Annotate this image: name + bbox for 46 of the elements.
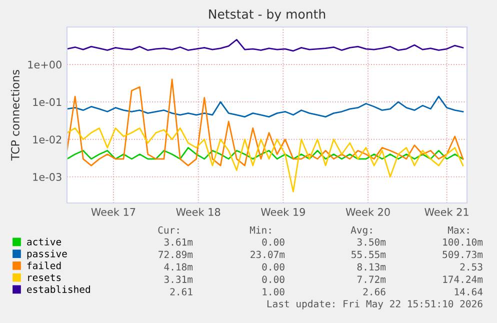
y-tick-label: 1e+00: [28, 60, 62, 69]
text: 55.55m: [352, 250, 386, 258]
text: 3.61m: [164, 238, 193, 246]
x-tick-label: Week 21: [424, 208, 468, 216]
text: 2.61: [170, 288, 192, 296]
x-tick-label: Week 17: [91, 208, 136, 216]
chart-title: Netstat - by month: [209, 9, 326, 22]
text: Min:: [250, 226, 271, 234]
legend-label: established: [27, 285, 90, 294]
text: 8.13m: [357, 263, 386, 271]
y-tick-label: 1e-03: [33, 173, 62, 181]
line-series: [67, 78, 464, 166]
text: Last update: Fri May 22 15:51:10 2026: [267, 300, 482, 310]
text: 0.00: [262, 263, 284, 271]
y-tick-label: 1e-02: [33, 136, 62, 144]
legend-label: active: [27, 238, 62, 246]
text: 23.07m: [250, 250, 285, 258]
line-series: [67, 146, 464, 160]
text: 2.53: [460, 263, 482, 271]
y-tick-label: 1e-01: [33, 98, 62, 106]
text: 100.10m: [443, 238, 483, 246]
text: 14.64: [454, 288, 483, 296]
text: Cur:: [158, 226, 179, 234]
text: 0.00: [262, 276, 284, 283]
y-axis-title: TCP connections: [10, 70, 20, 161]
legend-label: failed: [27, 262, 61, 270]
text: 509.73m: [442, 250, 483, 258]
text: 4.18m: [164, 263, 193, 271]
line-series: [67, 38, 464, 52]
x-tick-label: Week 18: [176, 208, 220, 216]
text: 72.89m: [158, 250, 193, 258]
legend-label: resets: [28, 274, 61, 282]
text: 174.24m: [443, 276, 483, 283]
text: 3.50m: [357, 238, 386, 246]
text: 3.31m: [164, 276, 193, 283]
x-tick-label: Week 19: [260, 208, 305, 216]
text: 1.00: [262, 288, 284, 296]
line-series: [67, 96, 464, 118]
legend-label: passive: [27, 250, 67, 260]
x-tick-label: Week 20: [346, 208, 390, 216]
text: 2.66: [363, 288, 386, 296]
line-series: [67, 127, 464, 192]
text: Max:: [448, 226, 469, 234]
text: 7.72m: [357, 276, 386, 283]
text: Avg:: [350, 226, 372, 236]
text: 0.00: [262, 238, 284, 246]
